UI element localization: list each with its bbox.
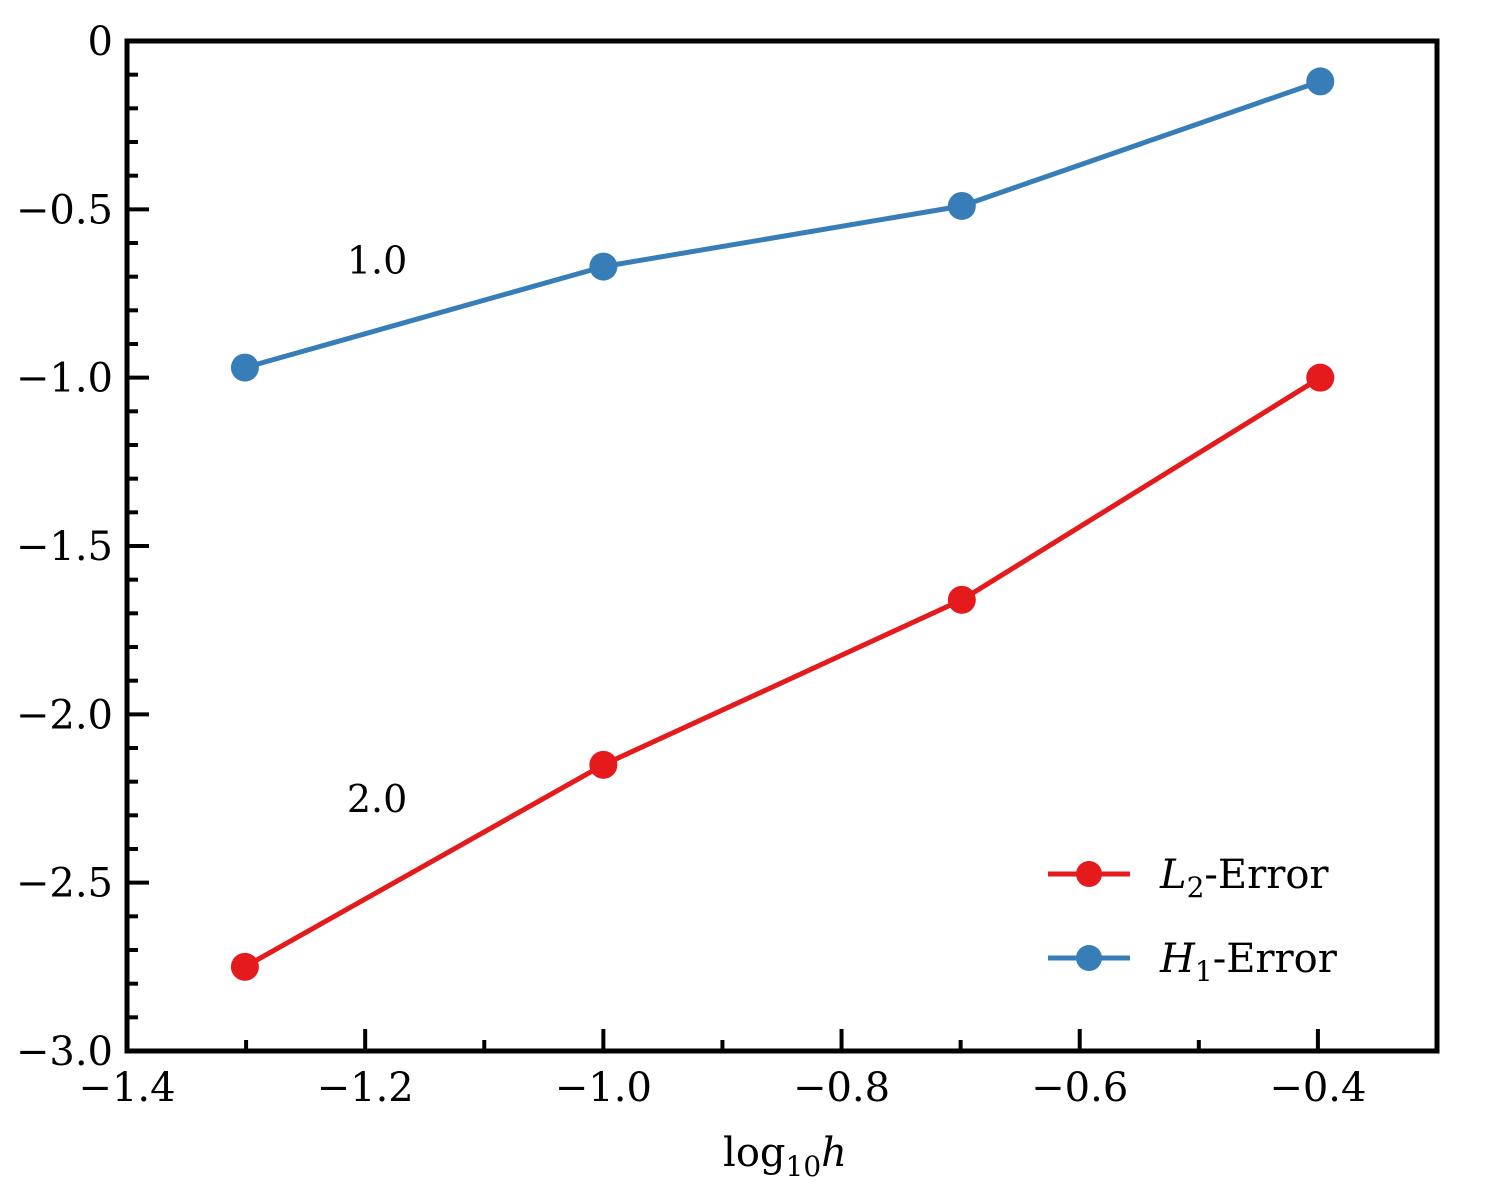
legend-l2-symbol: L <box>1159 852 1187 898</box>
y-tick-label: −2.0 <box>16 692 113 738</box>
series-line-0 <box>243 375 1322 969</box>
legend: L2-Error H1-Error <box>1048 852 1338 988</box>
series-1-point <box>230 353 259 382</box>
series-line-1 <box>244 79 1322 371</box>
legend-entry-h1: H1-Error <box>1048 936 1338 988</box>
slope-annotation: 2.0 <box>347 777 407 821</box>
series-1-point <box>947 191 976 220</box>
x-axis-label-sub: 10 <box>786 1150 822 1183</box>
y-tick-label: −2.5 <box>16 861 113 907</box>
series-0-point <box>589 750 618 779</box>
series-0-point <box>947 585 976 614</box>
series-layer <box>230 67 1335 981</box>
legend-h1-suffix: -Error <box>1213 936 1338 982</box>
series-0-point <box>230 952 259 981</box>
y-tick-label: 0 <box>88 19 113 65</box>
series-1-point <box>1306 67 1335 96</box>
legend-entry-l2: L2-Error <box>1048 852 1329 904</box>
legend-label-h1: H1-Error <box>1159 936 1338 988</box>
x-axis-label-base: log <box>723 1130 785 1176</box>
x-tick-label: −0.4 <box>1269 1065 1366 1111</box>
annotations-layer: 1.0 2.0 <box>347 238 407 821</box>
series-0-point <box>1306 363 1335 392</box>
plot-frame <box>124 38 1440 1054</box>
x-tick-label: −1.4 <box>78 1065 175 1111</box>
x-tick-label: −1.0 <box>555 1065 652 1111</box>
series-1-point <box>589 252 618 281</box>
legend-l2-sub: 2 <box>1187 871 1205 904</box>
y-tick-labels: 0 −0.5 −1.0 −1.5 −2.0 −2.5 −3.0 <box>16 19 113 1075</box>
y-tick-label: −0.5 <box>16 187 113 233</box>
x-tick-label: −1.2 <box>317 1065 414 1111</box>
slope-annotation: 1.0 <box>347 238 407 282</box>
x-tick-label: −0.8 <box>793 1065 890 1111</box>
x-axis-label-var: h <box>821 1130 847 1176</box>
y-tick-label: −1.0 <box>16 356 113 402</box>
y-tick-label: −1.5 <box>16 524 113 570</box>
x-tick-label: −0.6 <box>1031 1065 1128 1111</box>
x-axis-label: log10h <box>723 1130 847 1183</box>
legend-label-l2: L2-Error <box>1159 852 1329 904</box>
legend-marker-l2 <box>1076 861 1102 887</box>
y-tick-label: −3.0 <box>16 1029 113 1075</box>
x-tick-labels: −1.4 −1.2 −1.0 −0.8 −0.6 −0.4 <box>78 1065 1366 1111</box>
legend-h1-symbol: H <box>1159 936 1196 982</box>
legend-l2-suffix: -Error <box>1204 852 1329 898</box>
legend-marker-h1 <box>1076 945 1102 971</box>
legend-h1-sub: 1 <box>1195 955 1213 988</box>
